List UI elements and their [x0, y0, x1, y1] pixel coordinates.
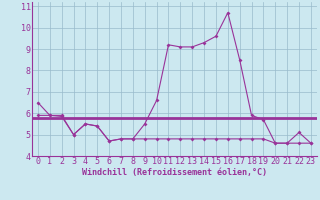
X-axis label: Windchill (Refroidissement éolien,°C): Windchill (Refroidissement éolien,°C) [82, 168, 267, 177]
